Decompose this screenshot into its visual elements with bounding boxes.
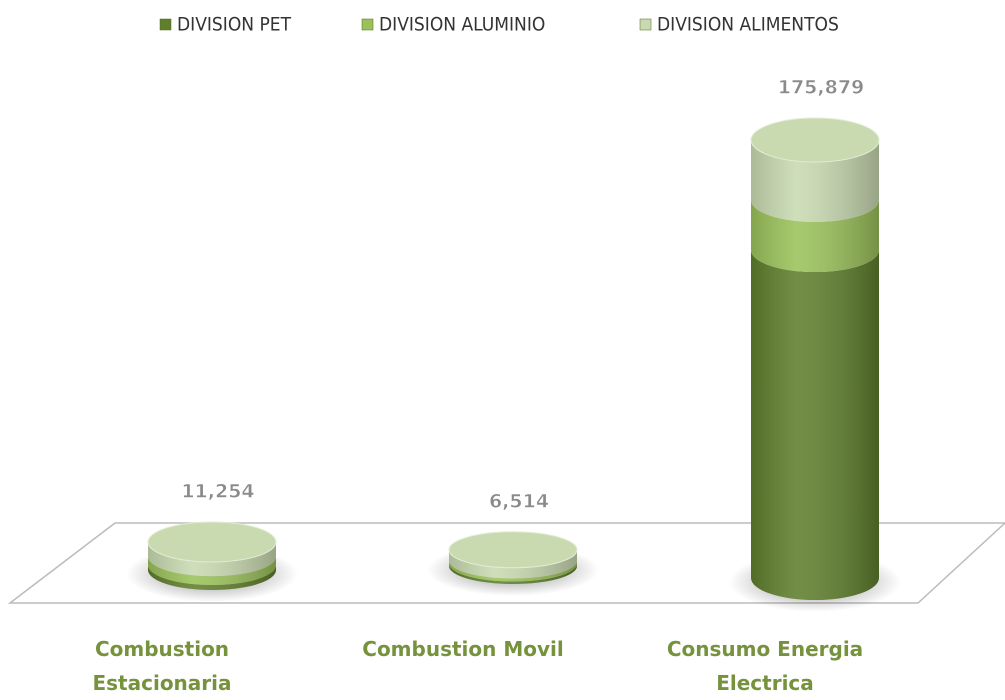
total-label: 6,514: [489, 490, 549, 512]
segment-shine: [449, 549, 577, 579]
category-label: Consumo Energia Electrica: [666, 637, 864, 695]
floor: [7, 522, 1005, 604]
legend-label: DIVISION ALUMINIO: [379, 14, 545, 36]
legend-swatch: [361, 18, 374, 31]
legend-label: DIVISION ALIMENTOS: [657, 14, 839, 36]
segment-shine: [751, 140, 879, 222]
legend-swatch: [639, 18, 652, 31]
legend-label: DIVISION PET: [177, 14, 292, 36]
segment-shine: [751, 199, 879, 273]
segment-shine: [148, 556, 276, 586]
segment-shine: [449, 560, 577, 582]
segment-shine: [751, 250, 879, 600]
segment-shine: [148, 541, 276, 577]
total-label: 175,879: [778, 77, 865, 99]
cylinder-top: [750, 117, 880, 163]
cylinder-top: [147, 521, 277, 563]
category-label: Combustion Estacionaria: [92, 637, 232, 695]
total-label: 11,254: [181, 480, 254, 502]
cylinder-top: [448, 531, 578, 569]
category-label: Combustion Movil: [362, 637, 564, 661]
segment-shine: [148, 565, 276, 590]
legend-swatch: [159, 18, 172, 31]
